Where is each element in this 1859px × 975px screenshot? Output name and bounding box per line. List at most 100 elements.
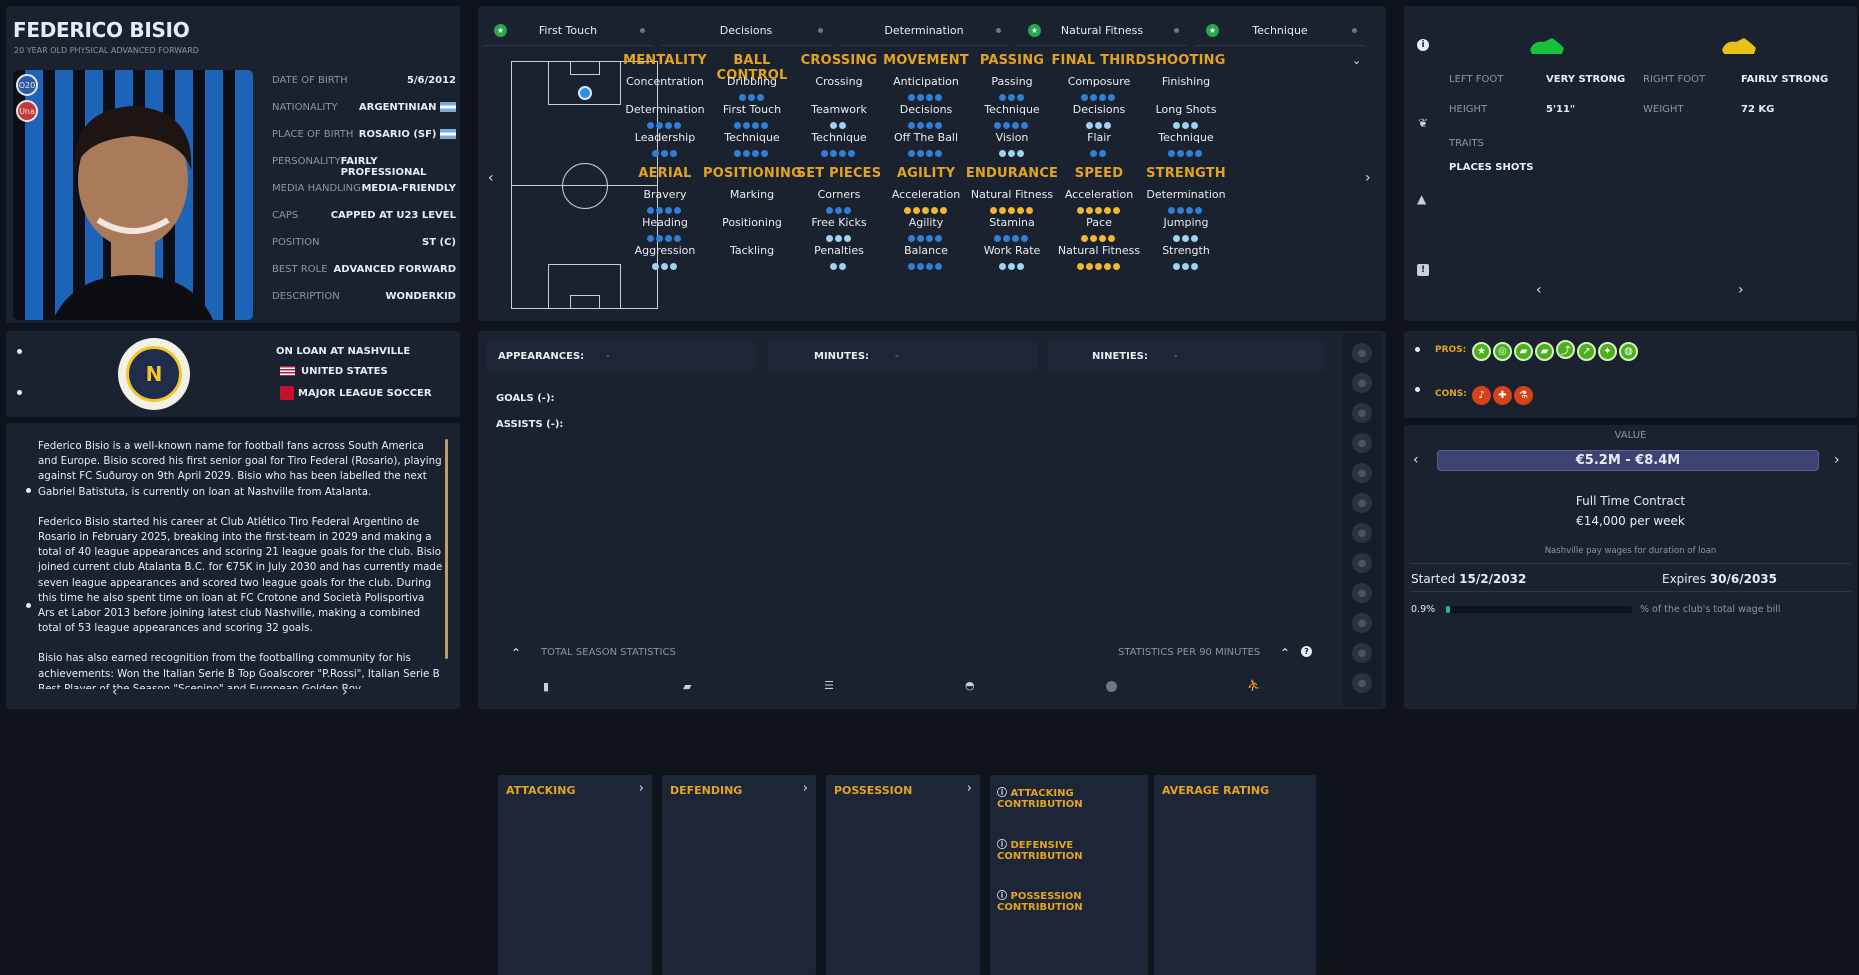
attribute-item[interactable]: Decisions [877,103,975,132]
attribute-item[interactable]: Natural Fitness [1050,244,1148,273]
tab-technique[interactable]: ★ Technique [1195,16,1365,46]
value-bar[interactable]: €5.2M - €8.4M [1437,450,1819,471]
side-nav-icon[interactable]: ● [1352,673,1372,693]
attribute-item[interactable]: Leadership [616,131,714,160]
star-icon[interactable]: ★ [1472,342,1491,361]
attribute-item[interactable]: Off The Ball [877,131,975,160]
brain-icon[interactable]: ✦ [1598,342,1617,361]
side-nav-icon[interactable]: ● [1352,613,1372,633]
attribute-item[interactable]: Tackling [703,244,801,260]
chevron-down-icon[interactable]: ⌄ [1352,54,1362,67]
bio-scrollbar[interactable] [445,439,448,659]
tab-first-touch[interactable]: ★ First Touch [483,16,653,46]
prev-arrow-icon[interactable]: ‹ [1413,452,1419,468]
attribute-item[interactable]: Heading [616,216,714,245]
next-arrow-icon[interactable]: › [1365,170,1371,186]
side-nav-icon[interactable]: ● [1352,433,1372,453]
bar-chart-icon[interactable]: ▮ [543,680,550,693]
tab-natural-fitness[interactable]: ★ Natural Fitness [1017,16,1187,46]
attribute-item[interactable]: Free Kicks [790,216,888,245]
side-nav-icon[interactable]: ● [1352,583,1372,603]
side-nav-icon[interactable]: ● [1352,493,1372,513]
flask-icon[interactable]: ⚗ [1514,386,1533,405]
injury-icon[interactable]: ✚ [1493,386,1512,405]
attribute-item[interactable]: Composure [1050,75,1148,104]
chevron-right-icon[interactable]: › [802,781,808,796]
side-nav-icon[interactable]: ● [1352,553,1372,573]
attribute-item[interactable]: Finishing [1137,75,1235,91]
attribute-item[interactable]: Penalties [790,244,888,273]
attribute-item[interactable]: Flair [1050,131,1148,160]
possession-contribution[interactable]: ⓘ POSSESSION CONTRIBUTION [997,891,1083,913]
attribute-item[interactable]: Decisions [1050,103,1148,132]
nav-dot[interactable] [17,390,22,395]
attribute-item[interactable]: Stamina [963,216,1061,245]
nav-dot[interactable] [26,603,31,608]
side-nav-icon[interactable]: ● [1352,403,1372,423]
help-icon[interactable]: ? [1301,646,1312,657]
attribute-item[interactable]: Crossing [790,75,888,91]
prev-arrow-icon[interactable]: ‹ [112,684,118,700]
alert-icon[interactable]: ! [1417,264,1429,276]
side-nav-icon[interactable]: ● [1352,463,1372,483]
nav-dot[interactable] [17,349,22,354]
side-nav-icon[interactable]: ● [1352,523,1372,543]
attribute-item[interactable]: Vision [963,131,1061,160]
boot-icon[interactable]: ▰ [683,680,692,693]
tab-decisions[interactable]: Decisions [661,16,831,46]
chart-icon[interactable]: ▲ [1417,192,1427,206]
whistle-icon[interactable]: ♪ [1472,386,1491,405]
defending-column[interactable]: DEFENDING › [662,775,816,975]
attribute-item[interactable]: Acceleration [1050,188,1148,217]
attacking-contribution[interactable]: ⓘ ATTACKING CONTRIBUTION [997,788,1083,810]
attribute-item[interactable]: Determination [1137,188,1235,217]
trait-item[interactable]: PLACES SHOTS [1449,162,1534,173]
prev-arrow-icon[interactable]: ‹ [488,170,494,186]
attribute-item[interactable]: Pace [1050,216,1148,245]
attribute-item[interactable]: Balance [877,244,975,273]
plant-icon[interactable]: ❦ [1418,116,1429,130]
attacking-column[interactable]: ATTACKING › [498,775,652,975]
attribute-item[interactable]: Positioning [703,216,801,232]
loan-status[interactable]: ON LOAN AT NASHVILLE [276,346,411,357]
attribute-item[interactable]: Jumping [1137,216,1235,245]
attribute-item[interactable]: Long Shots [1137,103,1235,132]
attribute-item[interactable]: Teamwork [790,103,888,132]
jersey-icon[interactable]: ◓ [965,679,975,692]
next-arrow-icon[interactable]: › [1738,282,1744,298]
nav-dot[interactable] [1415,387,1420,392]
prev-arrow-icon[interactable]: ‹ [1536,282,1542,298]
ball-icon[interactable] [1106,681,1117,692]
nav-dot[interactable] [26,488,31,493]
kick-icon[interactable]: ⤴ [1556,340,1575,359]
attribute-item[interactable]: Anticipation [877,75,975,104]
next-arrow-icon[interactable]: › [342,684,348,700]
attribute-item[interactable]: Agility [877,216,975,245]
possession-column[interactable]: POSSESSION › [826,775,980,975]
attribute-item[interactable]: Acceleration [877,188,975,217]
attribute-item[interactable]: Dribbling [703,75,801,104]
side-nav-icon[interactable]: ● [1352,643,1372,663]
attribute-item[interactable]: Bravery [616,188,714,217]
attribute-item[interactable]: Determination [616,103,714,132]
attribute-item[interactable]: Aggression [616,244,714,273]
next-arrow-icon[interactable]: › [1834,452,1840,468]
attribute-item[interactable]: First Touch [703,103,801,132]
target-icon[interactable]: ◎ [1493,342,1512,361]
per90-toggle[interactable]: STATISTICS PER 90 MINUTES [1118,647,1261,658]
attribute-item[interactable]: Marking [703,188,801,204]
attribute-item[interactable]: Corners [790,188,888,217]
side-nav-icon[interactable]: ● [1352,373,1372,393]
chevron-up-icon[interactable]: ⌃ [1280,646,1291,660]
club-country[interactable]: UNITED STATES [280,366,388,377]
globe-icon[interactable]: ◍ [1619,342,1638,361]
club-league[interactable]: MAJOR LEAGUE SOCCER [280,386,432,400]
tab-determination[interactable]: Determination [839,16,1009,46]
nav-dot[interactable] [1415,347,1420,352]
chevron-right-icon[interactable]: › [966,781,972,796]
defensive-contribution[interactable]: ⓘ DEFENSIVE CONTRIBUTION [997,840,1083,862]
info-icon[interactable]: i [1417,39,1429,51]
attribute-item[interactable]: Strength [1137,244,1235,273]
side-nav-icon[interactable]: ● [1352,343,1372,363]
total-season-toggle[interactable]: TOTAL SEASON STATISTICS [541,647,676,658]
